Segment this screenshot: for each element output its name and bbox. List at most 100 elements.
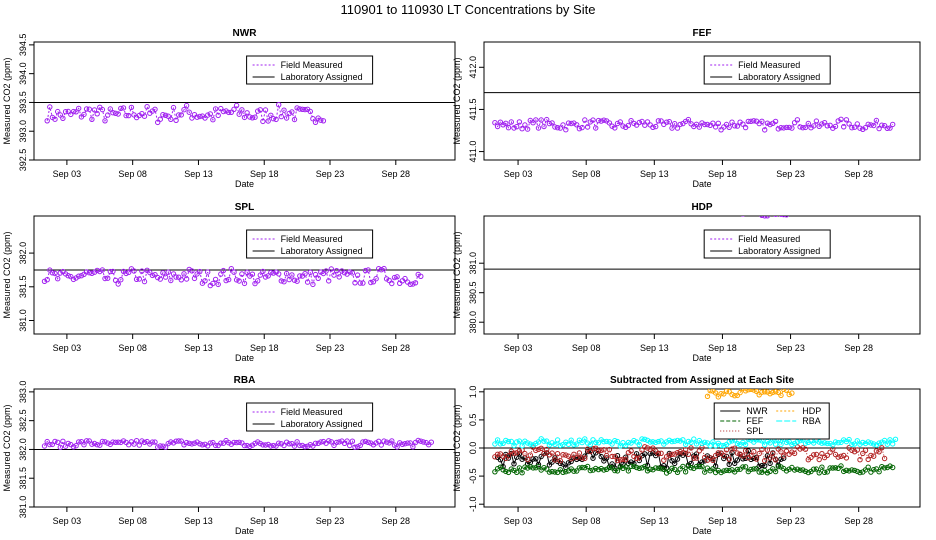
field-point: [354, 444, 361, 450]
field-point: [212, 106, 219, 112]
field-point: [262, 107, 269, 113]
x-tick-label: Sep 03: [504, 169, 533, 179]
point-nwr: [740, 456, 746, 462]
x-tick-label: Sep 13: [640, 169, 669, 179]
x-tick-label: Sep 08: [118, 169, 147, 179]
field-point: [168, 439, 174, 445]
point-fef: [876, 469, 882, 475]
field-point: [813, 118, 820, 124]
field-point: [625, 122, 632, 129]
point-spl: [669, 451, 675, 457]
field-point: [862, 125, 869, 131]
point-nwr: [734, 457, 741, 463]
point-fef: [813, 466, 820, 472]
field-point: [802, 124, 809, 131]
field-point: [771, 211, 775, 215]
field-point: [139, 438, 145, 444]
field-point: [205, 269, 211, 275]
point-fef: [775, 463, 781, 470]
point-fef: [633, 464, 640, 471]
field-series-line: [762, 216, 768, 217]
field-point: [688, 121, 694, 127]
field-point: [791, 120, 798, 126]
point-fef: [522, 464, 528, 470]
legend-label-fef: FEF: [746, 416, 764, 426]
field-point: [297, 106, 303, 112]
field-point: [223, 277, 229, 284]
field-point: [492, 120, 498, 126]
point-nwr: [663, 465, 670, 471]
point-nwr: [614, 453, 621, 459]
field-point: [759, 216, 765, 218]
field-point: [781, 125, 787, 131]
point-spl: [871, 453, 877, 459]
field-point: [99, 267, 106, 273]
point-spl: [579, 455, 585, 461]
field-point: [727, 205, 731, 209]
figure-title: 110901 to 110930 LT Concentrations by Si…: [340, 2, 596, 17]
field-point: [220, 267, 227, 274]
point-nwr: [672, 460, 678, 467]
field-point: [76, 439, 82, 445]
point-rba: [718, 442, 724, 449]
field-point: [133, 276, 140, 282]
legend-field-label: Field Measured: [738, 60, 800, 70]
field-point: [202, 115, 208, 121]
field-point: [299, 106, 306, 113]
field-point: [389, 438, 395, 444]
point-hdp: [737, 389, 743, 396]
point-spl: [857, 457, 863, 463]
field-point: [606, 120, 613, 126]
y-tick-label: 411.5: [468, 98, 478, 120]
point-spl: [693, 455, 700, 461]
point-rba: [527, 441, 533, 447]
point-nwr: [723, 453, 730, 460]
point-fef: [726, 467, 732, 474]
field-point: [653, 123, 659, 130]
point-fef: [623, 464, 629, 470]
x-tick-label: Sep 08: [118, 516, 147, 526]
field-point: [257, 272, 263, 278]
field-point: [123, 112, 129, 119]
point-spl: [674, 450, 681, 456]
point-rba: [636, 442, 642, 448]
field-point: [331, 442, 337, 449]
field-point: [418, 438, 424, 444]
field-point: [764, 120, 771, 126]
field-point: [404, 440, 411, 446]
field-point: [402, 275, 408, 282]
legend-lab-label: Laboratory Assigned: [281, 419, 363, 429]
point-hdp: [751, 389, 757, 393]
point-nwr: [571, 455, 577, 461]
field-point: [368, 279, 374, 286]
point-spl: [576, 450, 583, 456]
point-hdp: [718, 391, 724, 397]
legend-box: [246, 55, 374, 85]
point-nwr: [511, 461, 517, 467]
field-point: [86, 106, 93, 112]
field-point: [173, 274, 179, 280]
x-tick-label: Sep 13: [184, 516, 213, 526]
point-spl: [800, 445, 806, 451]
point-rba: [612, 438, 618, 444]
point-rba: [682, 441, 689, 447]
x-tick-label: Sep 18: [250, 343, 279, 353]
field-point: [83, 106, 90, 112]
field-series-line: [46, 104, 324, 124]
point-rba: [623, 442, 629, 448]
field-point: [162, 112, 169, 119]
legend: Field Measured Laboratory Assigned: [246, 229, 374, 259]
field-point: [118, 277, 124, 283]
field-point: [522, 122, 528, 128]
x-tick-label: Sep 23: [776, 516, 805, 526]
point-fef: [508, 466, 514, 472]
field-point: [712, 124, 719, 130]
field-point: [352, 444, 358, 450]
field-point: [291, 277, 298, 283]
point-spl: [849, 447, 855, 453]
point-fef: [535, 463, 542, 470]
point-fef: [552, 469, 558, 475]
legend-field-label: Field Measured: [738, 234, 800, 244]
field-point: [718, 127, 724, 133]
field-point: [241, 442, 248, 449]
